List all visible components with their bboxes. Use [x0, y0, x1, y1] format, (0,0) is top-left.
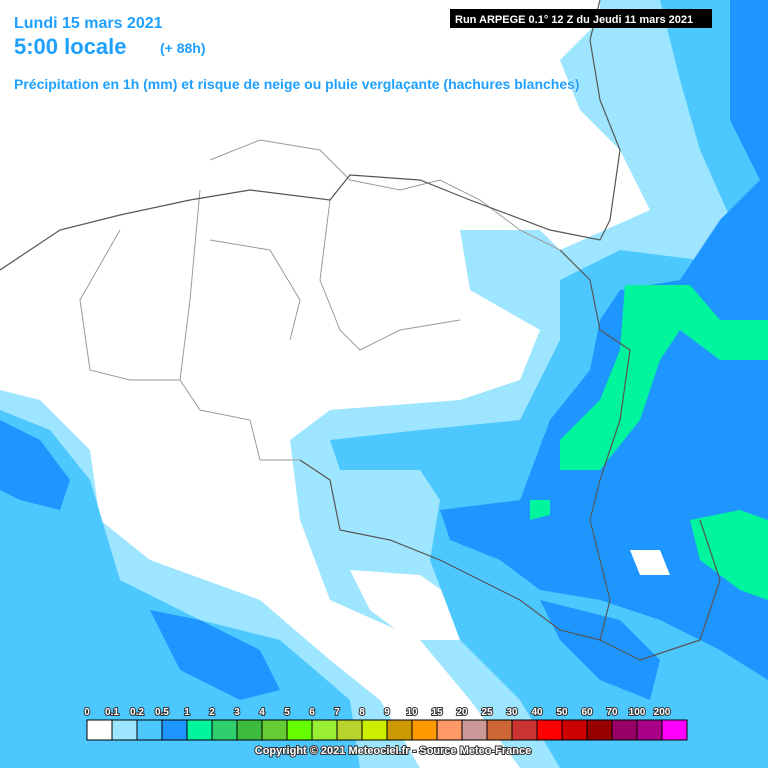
legend-swatch: [586, 719, 613, 741]
run-info: Run ARPEGE 0.1° 12 Z du Jeudi 11 mars 20…: [455, 14, 693, 26]
borders: [0, 0, 721, 661]
legend-swatch: [436, 719, 463, 741]
legend-label: 20: [456, 707, 468, 718]
legend-label: 6: [309, 707, 315, 718]
legend-label: 10: [406, 707, 418, 718]
legend-swatch: [561, 719, 588, 741]
legend-label: 0.1: [105, 707, 119, 718]
legend-label: 25: [481, 707, 493, 718]
legend-swatch: [386, 719, 413, 741]
legend-swatch: [486, 719, 513, 741]
legend-label: 0.5: [155, 707, 169, 718]
legend-swatch: [286, 719, 313, 741]
legend-label: 60: [581, 707, 593, 718]
legend-label: 15: [431, 707, 443, 718]
subtitle: Précipitation en 1h (mm) et risque de ne…: [14, 76, 580, 92]
legend-label: 5: [284, 707, 290, 718]
legend-label: 0.2: [130, 707, 144, 718]
legend-label: 70: [606, 707, 618, 718]
run-box: [450, 9, 712, 28]
legend-label: 8: [359, 707, 365, 718]
legend-swatch: [411, 719, 438, 741]
legend-swatch: [536, 719, 563, 741]
legend-swatch: [461, 719, 488, 741]
legend-swatch: [261, 719, 288, 741]
legend-label: 100: [629, 707, 646, 718]
legend: 0 0.1 0.2 0.5 1 2 3 4 5 6 7 8 9 10 15 20 25 30 40 50 60 70 100…: [83, 706, 688, 741]
legend-swatch: [636, 719, 663, 741]
legend-swatch: [361, 719, 388, 741]
legend-swatch: [86, 719, 113, 741]
legend-label: 4: [259, 707, 265, 718]
legend-label: 30: [506, 707, 518, 718]
legend-label: 50: [556, 707, 568, 718]
legend-swatch: [111, 719, 138, 741]
legend-swatch: [136, 719, 163, 741]
legend-label: 7: [334, 707, 340, 718]
date: Lundi 15 mars 2021: [14, 15, 163, 32]
legend-swatch: [661, 719, 688, 741]
legend-swatch: [611, 719, 638, 741]
legend-label: 0: [84, 707, 90, 718]
time: 5:00 locale: [14, 34, 127, 59]
legend-swatch: [511, 719, 538, 741]
legend-swatch: [161, 719, 188, 741]
legend-swatch: [311, 719, 338, 741]
legend-label: 2: [209, 707, 215, 718]
lead-time: (+ 88h): [160, 40, 206, 56]
legend-swatch: [236, 719, 263, 741]
legend-swatch: [186, 719, 213, 741]
legend-label: 200: [654, 707, 671, 718]
legend-swatch: [336, 719, 363, 741]
copyright: Copyright © 2021 Meteociel.fr - Source M…: [255, 745, 531, 757]
legend-label: 1: [184, 707, 190, 718]
legend-label: 3: [234, 707, 240, 718]
legend-label: 9: [384, 707, 390, 718]
legend-label: 40: [531, 707, 543, 718]
legend-swatch: [211, 719, 238, 741]
